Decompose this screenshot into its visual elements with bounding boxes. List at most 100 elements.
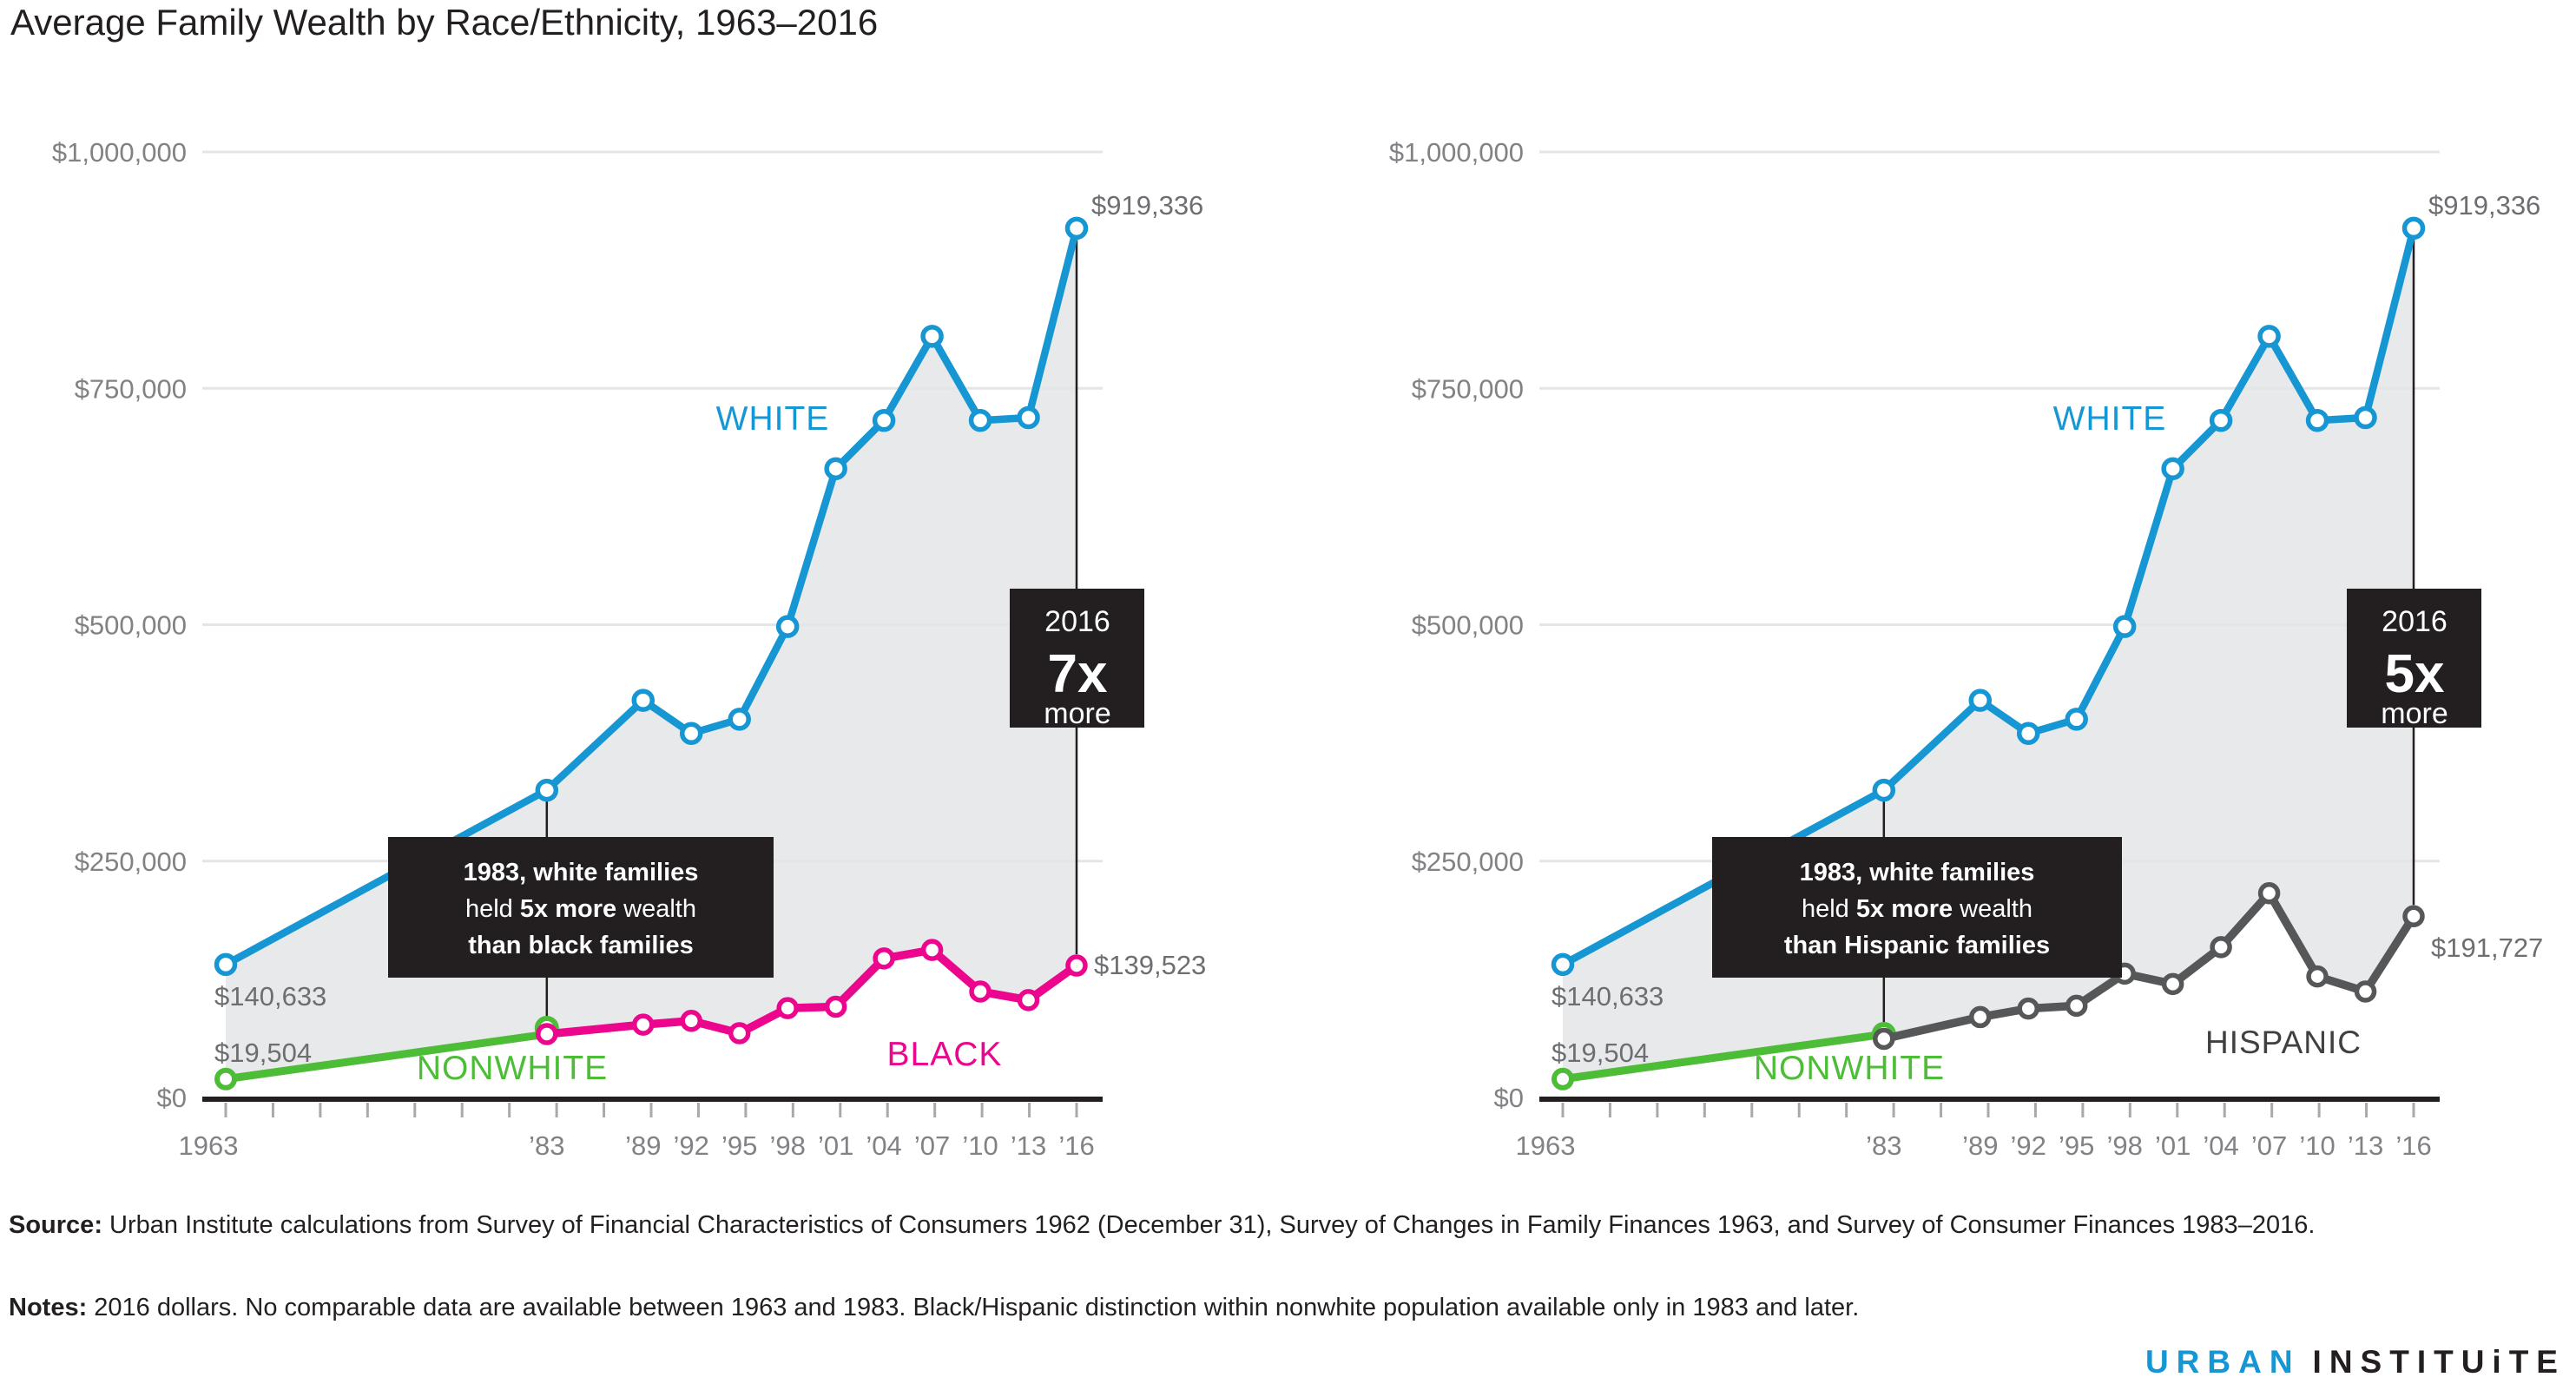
black-point xyxy=(536,1023,558,1045)
hispanic-point xyxy=(1969,1005,1992,1029)
hispanic-point xyxy=(2257,882,2281,905)
x-tick-label: ’95 xyxy=(2059,1130,2094,1161)
callout-2016-suffix: more xyxy=(2381,697,2448,730)
white-point xyxy=(2112,615,2137,638)
x-tick-label: ’83 xyxy=(529,1130,564,1161)
white-point xyxy=(2401,216,2426,241)
x-tick-label: ’98 xyxy=(769,1130,805,1161)
callout-1983-line1: 1983, white families xyxy=(1800,859,2035,886)
chart-panel-left: $0 $250,000 $500,000 $750,000 $1,000,000 1963… xyxy=(52,137,1206,1161)
black-point xyxy=(1017,989,1040,1012)
nonwhite-start-value: $19,504 xyxy=(214,1038,312,1068)
x-tick-label: ’92 xyxy=(2011,1130,2046,1161)
x-tick-label: ’92 xyxy=(674,1130,709,1161)
white-point xyxy=(2065,708,2088,731)
minority-end-value: $191,727 xyxy=(2431,932,2543,963)
white-point xyxy=(1017,405,1040,430)
black-point xyxy=(680,1010,702,1032)
hispanic-point xyxy=(2065,994,2088,1018)
white-point xyxy=(2161,457,2184,481)
y-tick-label: $500,000 xyxy=(1412,610,1524,641)
white-point xyxy=(920,325,944,348)
nonwhite-point xyxy=(214,1067,237,1091)
source-note: Source: Urban Institute calculations fro… xyxy=(9,1207,2566,1243)
callout-2016-year: 2016 xyxy=(1044,605,1110,638)
y-tick-label: $500,000 xyxy=(75,610,187,641)
x-tick-label: 1963 xyxy=(179,1130,239,1161)
black-series-label: BLACK xyxy=(887,1036,1003,1073)
callout-1983-line2: held 5x more wealth xyxy=(465,895,696,923)
x-tick-label: ’07 xyxy=(914,1130,950,1161)
nonwhite-point xyxy=(1552,1067,1574,1091)
y-tick-label: $250,000 xyxy=(75,847,187,877)
nonwhite-start-value: $19,504 xyxy=(1552,1038,1649,1068)
white-end-value: $919,336 xyxy=(1091,190,1203,221)
white-point xyxy=(775,615,800,638)
y-tick-label: $750,000 xyxy=(1412,373,1524,404)
x-tick-label: ’89 xyxy=(1962,1130,1998,1161)
callout-2016-year: 2016 xyxy=(2382,605,2448,638)
white-point xyxy=(2257,325,2281,348)
white-point xyxy=(535,778,559,802)
white-start-value: $140,633 xyxy=(1552,981,1664,1012)
black-point xyxy=(920,939,944,961)
nonwhite-series-label: NONWHITE xyxy=(417,1050,608,1087)
urban-institute-logo: URBAN INSTITUiTE xyxy=(2145,1344,2566,1381)
black-point xyxy=(728,1022,751,1044)
white-point xyxy=(2305,409,2329,432)
x-tick-label: ’10 xyxy=(962,1130,998,1161)
black-point xyxy=(969,980,992,1003)
notes-text: 2016 dollars. No comparable data are ava… xyxy=(87,1294,1860,1321)
x-tick-label: ’04 xyxy=(866,1130,901,1161)
white-point xyxy=(1872,778,1896,802)
white-end-value: $919,336 xyxy=(2428,190,2540,221)
y-tick-label: $1,000,000 xyxy=(52,137,187,168)
white-point xyxy=(1968,689,1993,712)
white-point xyxy=(631,689,656,712)
white-point xyxy=(679,722,703,745)
callout-2016-multiplier: 7x xyxy=(1048,644,1108,704)
y-tick-label: $0 xyxy=(157,1083,187,1113)
hispanic-point xyxy=(2306,965,2329,988)
x-tick-label: ’13 xyxy=(2348,1130,2383,1161)
x-tick-label: 1963 xyxy=(1516,1130,1576,1161)
notes-label: Notes: xyxy=(9,1294,88,1321)
hispanic-point xyxy=(2354,980,2377,1003)
logo-institute: INSTITUiTE xyxy=(2312,1344,2566,1380)
callout-2016-box xyxy=(2347,589,2481,728)
callout-1983-line3: than black families xyxy=(468,932,694,959)
minority-end-value: $139,523 xyxy=(1094,950,1206,980)
hispanic-point xyxy=(2402,905,2425,927)
callout-1983-line3: than Hispanic families xyxy=(1784,932,2050,959)
hispanic-point xyxy=(1873,1027,1895,1051)
white-start-value: $140,633 xyxy=(214,981,326,1012)
white-point xyxy=(2016,722,2040,745)
nonwhite-line xyxy=(1558,1030,1888,1084)
callout-2016-box xyxy=(1010,589,1144,728)
white-point xyxy=(872,409,896,432)
y-tick-label: $1,000,000 xyxy=(1389,137,1524,168)
wealth-line-charts: $0 $250,000 $500,000 $750,000 $1,000,000 1963… xyxy=(52,137,2543,1161)
white-point xyxy=(728,708,751,731)
white-point xyxy=(214,952,238,977)
x-tick-label: ’83 xyxy=(1866,1130,1901,1161)
x-tick-label: ’01 xyxy=(818,1130,853,1161)
callout-2016-multiplier: 5x xyxy=(2385,644,2445,704)
x-tick-label: ’10 xyxy=(2299,1130,2335,1161)
white-point xyxy=(2209,409,2233,432)
x-tick-label: ’95 xyxy=(721,1130,757,1161)
hispanic-point xyxy=(2017,997,2039,1020)
black-point xyxy=(632,1013,655,1036)
callout-1983-box xyxy=(388,837,774,978)
y-tick-label: $750,000 xyxy=(75,373,187,404)
black-point xyxy=(873,947,895,970)
white-point xyxy=(1551,952,1575,977)
nonwhite-series-label: NONWHITE xyxy=(1754,1050,1945,1087)
hispanic-point xyxy=(2210,936,2232,959)
y-tick-label: $250,000 xyxy=(1412,847,1524,877)
source-text: Urban Institute calculations from Survey… xyxy=(102,1211,2316,1239)
hispanic-series-label: HISPANIC xyxy=(2205,1025,2362,1060)
x-tick-label: ’16 xyxy=(1058,1130,1094,1161)
white-point xyxy=(824,457,847,481)
